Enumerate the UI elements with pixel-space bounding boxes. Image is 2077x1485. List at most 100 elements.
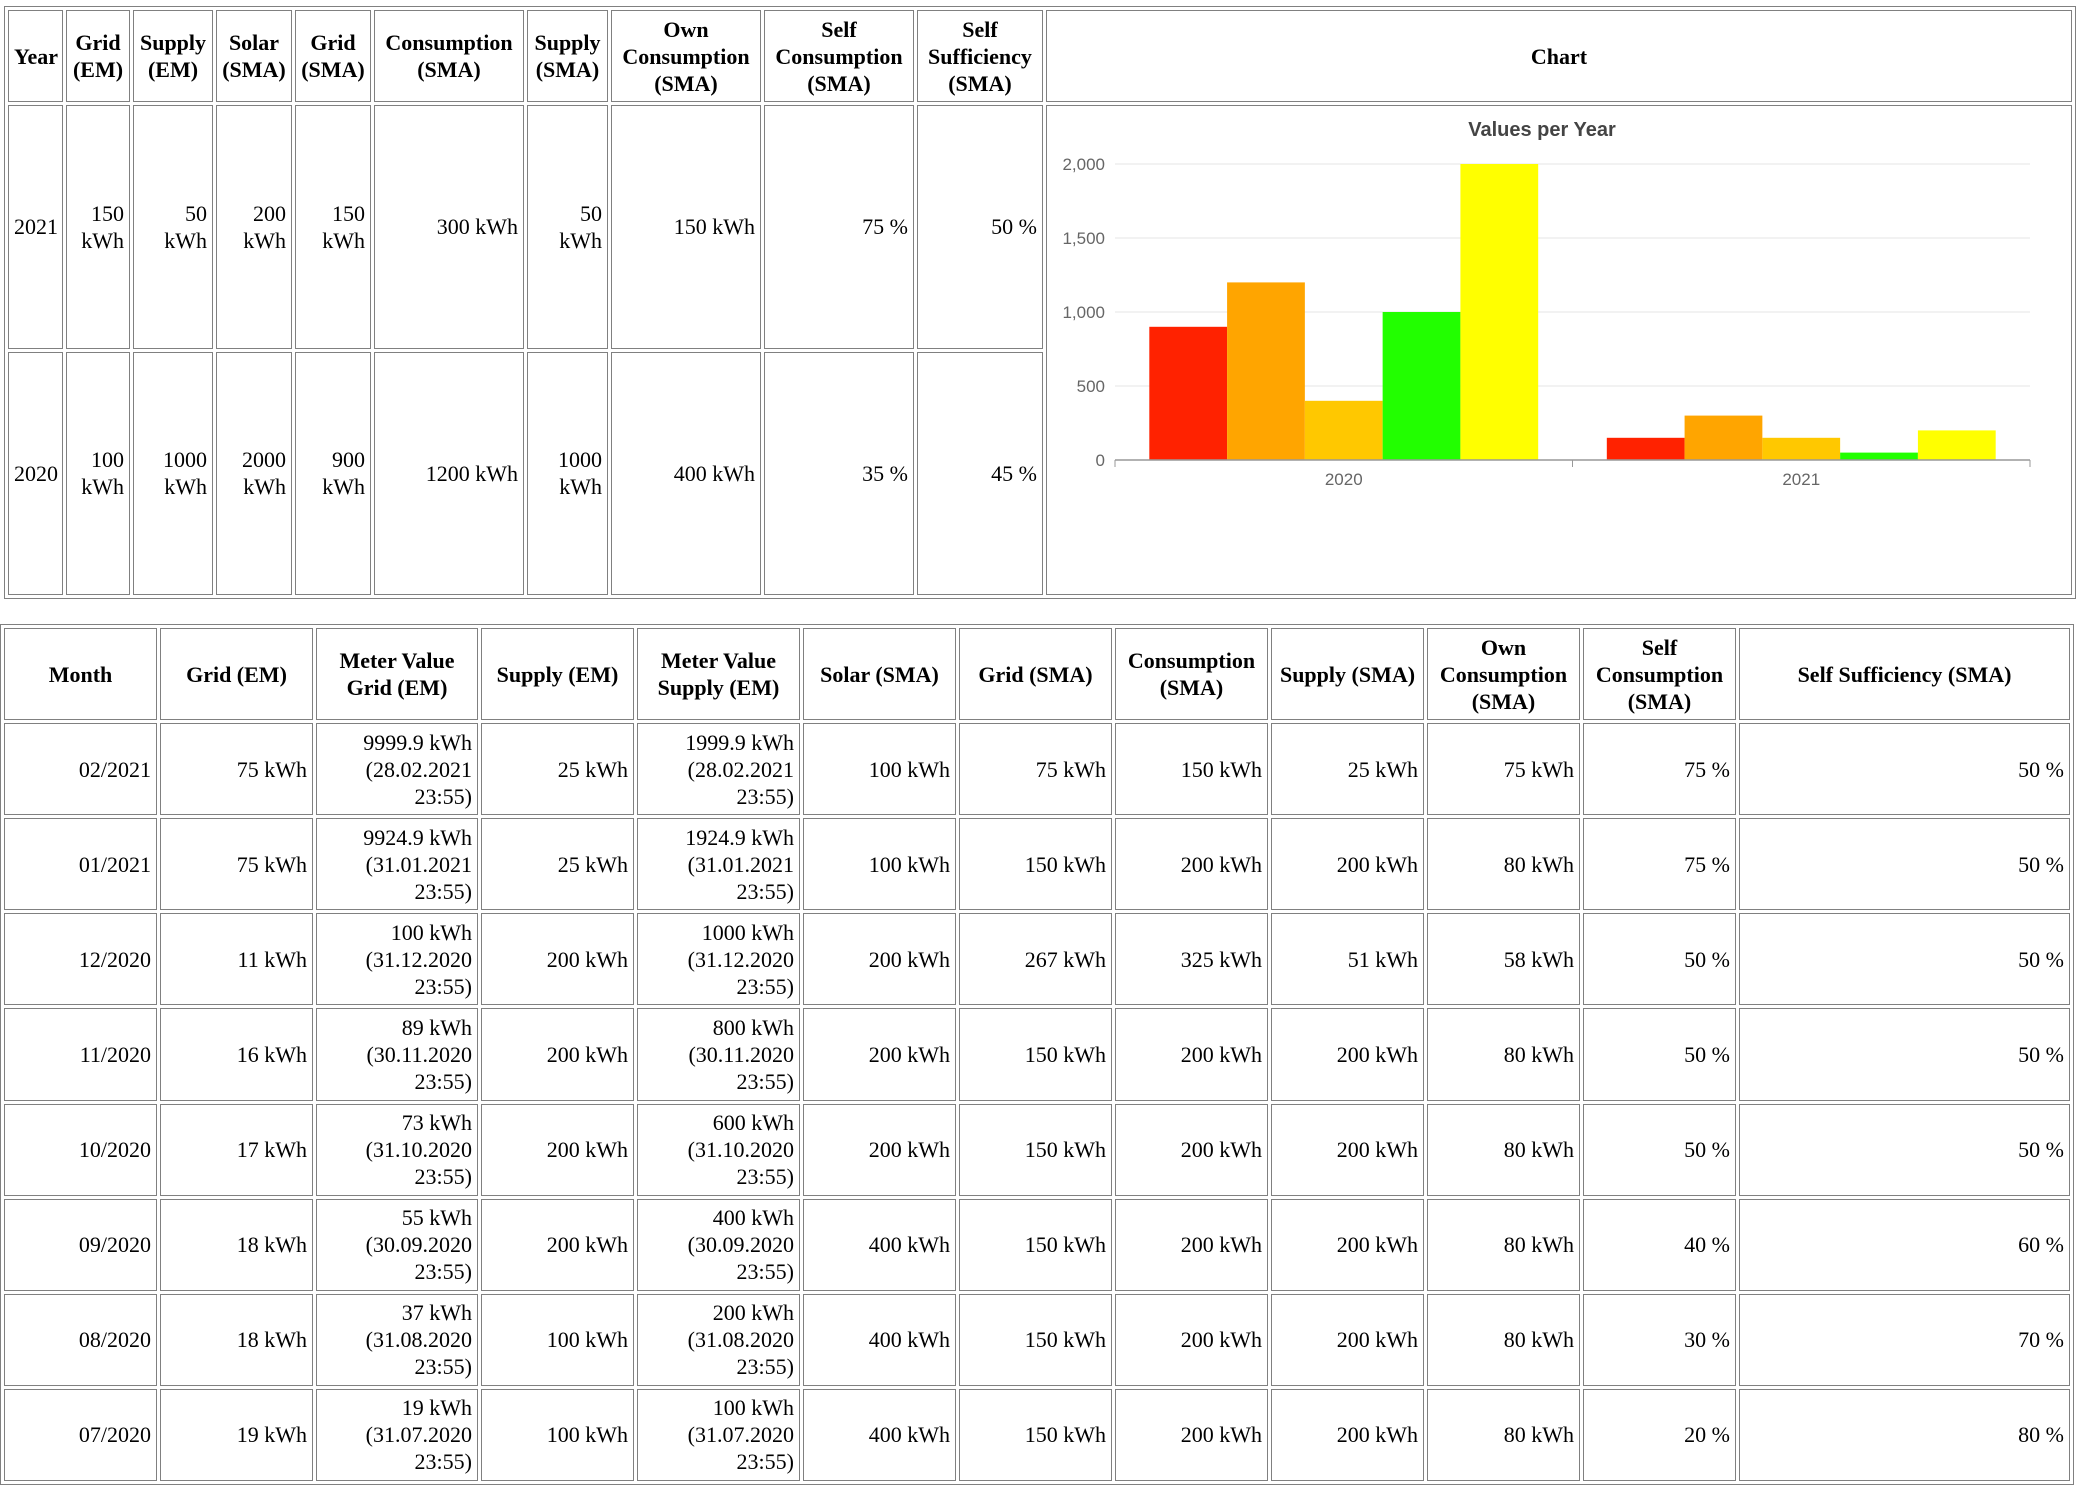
monthly-header-own-consumption-sma: Own Consumption (SMA)	[1427, 628, 1580, 720]
self-consumption-sma-cell: 30 %	[1583, 1293, 1736, 1386]
supply-sma-cell: 25 kWh	[1271, 723, 1424, 816]
grid-em-cell: 150 kWh	[66, 105, 130, 349]
meter-value-supply-em-cell: 1000 kWh (31.12.2020 23:55)	[637, 913, 800, 1006]
yearly-header-year: Year	[8, 10, 63, 102]
table-row: 11/2020 16 kWh 89 kWh (30.11.2020 23:55) 20…	[4, 1008, 2070, 1101]
consumption-sma-cell: 1200 kWh	[374, 351, 524, 595]
meter-value-supply-em-cell: 200 kWh (31.08.2020 23:55)	[637, 1293, 800, 1386]
solar-sma-cell: 400 kWh	[803, 1293, 956, 1386]
self-sufficiency-sma-cell: 50 %	[1739, 818, 2070, 911]
self-consumption-sma-cell: 35 %	[764, 351, 914, 595]
grid-em-cell: 19 kWh	[160, 1388, 313, 1481]
solar-sma-cell: 200 kWh	[803, 1103, 956, 1196]
own-consumption-sma-cell: 80 kWh	[1427, 1198, 1580, 1291]
self-sufficiency-sma-cell: 60 %	[1739, 1198, 2070, 1291]
values-per-year-chart: Values per Year 0 500 1,000 1,500 2,000 2020 2…	[1062, 119, 2031, 489]
consumption-sma-cell: 325 kWh	[1115, 913, 1268, 1006]
grid-em-cell: 75 kWh	[160, 818, 313, 911]
monthly-header-month: Month	[4, 628, 157, 720]
meter-value-supply-em-cell: 1999.9 kWh (28.02.2021 23:55)	[637, 723, 800, 816]
grid-sma-cell: 150 kWh	[959, 1103, 1112, 1196]
meter-value-grid-em-cell: 55 kWh (30.09.2020 23:55)	[316, 1198, 478, 1291]
meter-value-grid-em-cell: 9999.9 kWh (28.02.2021 23:55)	[316, 723, 478, 816]
meter-value-grid-em-cell: 37 kWh (31.08.2020 23:55)	[316, 1293, 478, 1386]
bar	[1606, 437, 1685, 460]
bar	[1227, 282, 1305, 460]
solar-sma-cell: 100 kWh	[803, 818, 956, 911]
solar-sma-cell: 200 kWh	[803, 913, 956, 1006]
supply-em-cell: 100 kWh	[481, 1293, 634, 1386]
yearly-header-chart: Chart	[1046, 10, 2072, 102]
yearly-header-solar-sma: Solar (SMA)	[216, 10, 292, 102]
grid-sma-cell: 150 kWh	[959, 1293, 1112, 1386]
self-consumption-sma-cell: 75 %	[1583, 818, 1736, 911]
yearly-header-own-consumption-sma: Own Consumption (SMA)	[611, 10, 761, 102]
month-cell: 11/2020	[4, 1008, 157, 1101]
supply-sma-cell: 50 kWh	[527, 105, 608, 349]
bar	[1460, 164, 1539, 460]
bar	[1917, 430, 1996, 460]
supply-em-cell: 25 kWh	[481, 723, 634, 816]
supply-sma-cell: 200 kWh	[1271, 1293, 1424, 1386]
yearly-summary-table: Year Grid (EM) Supply (EM) Solar (SMA) G…	[4, 6, 2076, 599]
supply-em-cell: 25 kWh	[481, 818, 634, 911]
self-consumption-sma-cell: 50 %	[1583, 1008, 1736, 1101]
supply-em-cell: 100 kWh	[481, 1388, 634, 1481]
solar-sma-cell: 200 kWh	[803, 1008, 956, 1101]
self-sufficiency-sma-cell: 50 %	[1739, 1008, 2070, 1101]
supply-sma-cell: 200 kWh	[1271, 1388, 1424, 1481]
grid-sma-cell: 150 kWh	[959, 1198, 1112, 1291]
table-row: 07/2020 19 kWh 19 kWh (31.07.2020 23:55) 10…	[4, 1388, 2070, 1481]
own-consumption-sma-cell: 150 kWh	[611, 105, 761, 349]
bar	[1762, 437, 1841, 460]
self-sufficiency-sma-cell: 50 %	[1739, 723, 2070, 816]
consumption-sma-cell: 200 kWh	[1115, 818, 1268, 911]
own-consumption-sma-cell: 80 kWh	[1427, 1293, 1580, 1386]
self-consumption-sma-cell: 75 %	[1583, 723, 1736, 816]
own-consumption-sma-cell: 80 kWh	[1427, 1388, 1580, 1481]
monthly-header-self-sufficiency-sma: Self Sufficiency (SMA)	[1739, 628, 2070, 720]
bar	[1149, 326, 1228, 460]
monthly-header-grid-em: Grid (EM)	[160, 628, 313, 720]
grid-em-cell: 75 kWh	[160, 723, 313, 816]
self-consumption-sma-cell: 20 %	[1583, 1388, 1736, 1481]
bar	[1684, 415, 1763, 460]
bar	[1382, 312, 1461, 460]
month-cell: 09/2020	[4, 1198, 157, 1291]
own-consumption-sma-cell: 80 kWh	[1427, 818, 1580, 911]
self-sufficiency-sma-cell: 80 %	[1739, 1388, 2070, 1481]
self-sufficiency-sma-cell: 50 %	[1739, 913, 2070, 1006]
supply-em-cell: 200 kWh	[481, 1008, 634, 1101]
supply-sma-cell: 200 kWh	[1271, 1008, 1424, 1101]
monthly-header-consumption-sma: Consumption (SMA)	[1115, 628, 1268, 720]
supply-sma-cell: 200 kWh	[1271, 1103, 1424, 1196]
consumption-sma-cell: 200 kWh	[1115, 1388, 1268, 1481]
grid-sma-cell: 900 kWh	[295, 351, 371, 595]
grid-sma-cell: 75 kWh	[959, 723, 1112, 816]
monthly-header-meter-value-grid-em: Meter Value Grid (EM)	[316, 628, 478, 720]
consumption-sma-cell: 200 kWh	[1115, 1198, 1268, 1291]
bar	[1304, 400, 1383, 460]
consumption-sma-cell: 200 kWh	[1115, 1008, 1268, 1101]
consumption-sma-cell: 150 kWh	[1115, 723, 1268, 816]
grid-sma-cell: 150 kWh	[959, 818, 1112, 911]
bar	[1840, 452, 1918, 460]
solar-sma-cell: 100 kWh	[803, 723, 956, 816]
table-row: 01/2021 75 kWh 9924.9 kWh (31.01.2021 23:5…	[4, 818, 2070, 911]
self-consumption-sma-cell: 75 %	[764, 105, 914, 349]
y-tick-label: 0	[1096, 451, 1105, 470]
y-tick-label: 2,000	[1062, 155, 1105, 174]
consumption-sma-cell: 300 kWh	[374, 105, 524, 349]
supply-em-cell: 50 kWh	[133, 105, 213, 349]
consumption-sma-cell: 200 kWh	[1115, 1103, 1268, 1196]
grid-em-cell: 17 kWh	[160, 1103, 313, 1196]
own-consumption-sma-cell: 400 kWh	[611, 351, 761, 595]
month-cell: 01/2021	[4, 818, 157, 911]
solar-sma-cell: 200 kWh	[216, 105, 292, 349]
grid-em-cell: 16 kWh	[160, 1008, 313, 1101]
yearly-header-grid-sma: Grid (SMA)	[295, 10, 371, 102]
month-cell: 08/2020	[4, 1293, 157, 1386]
month-cell: 10/2020	[4, 1103, 157, 1196]
yearly-header-supply-sma: Supply (SMA)	[527, 10, 608, 102]
self-sufficiency-sma-cell: 70 %	[1739, 1293, 2070, 1386]
